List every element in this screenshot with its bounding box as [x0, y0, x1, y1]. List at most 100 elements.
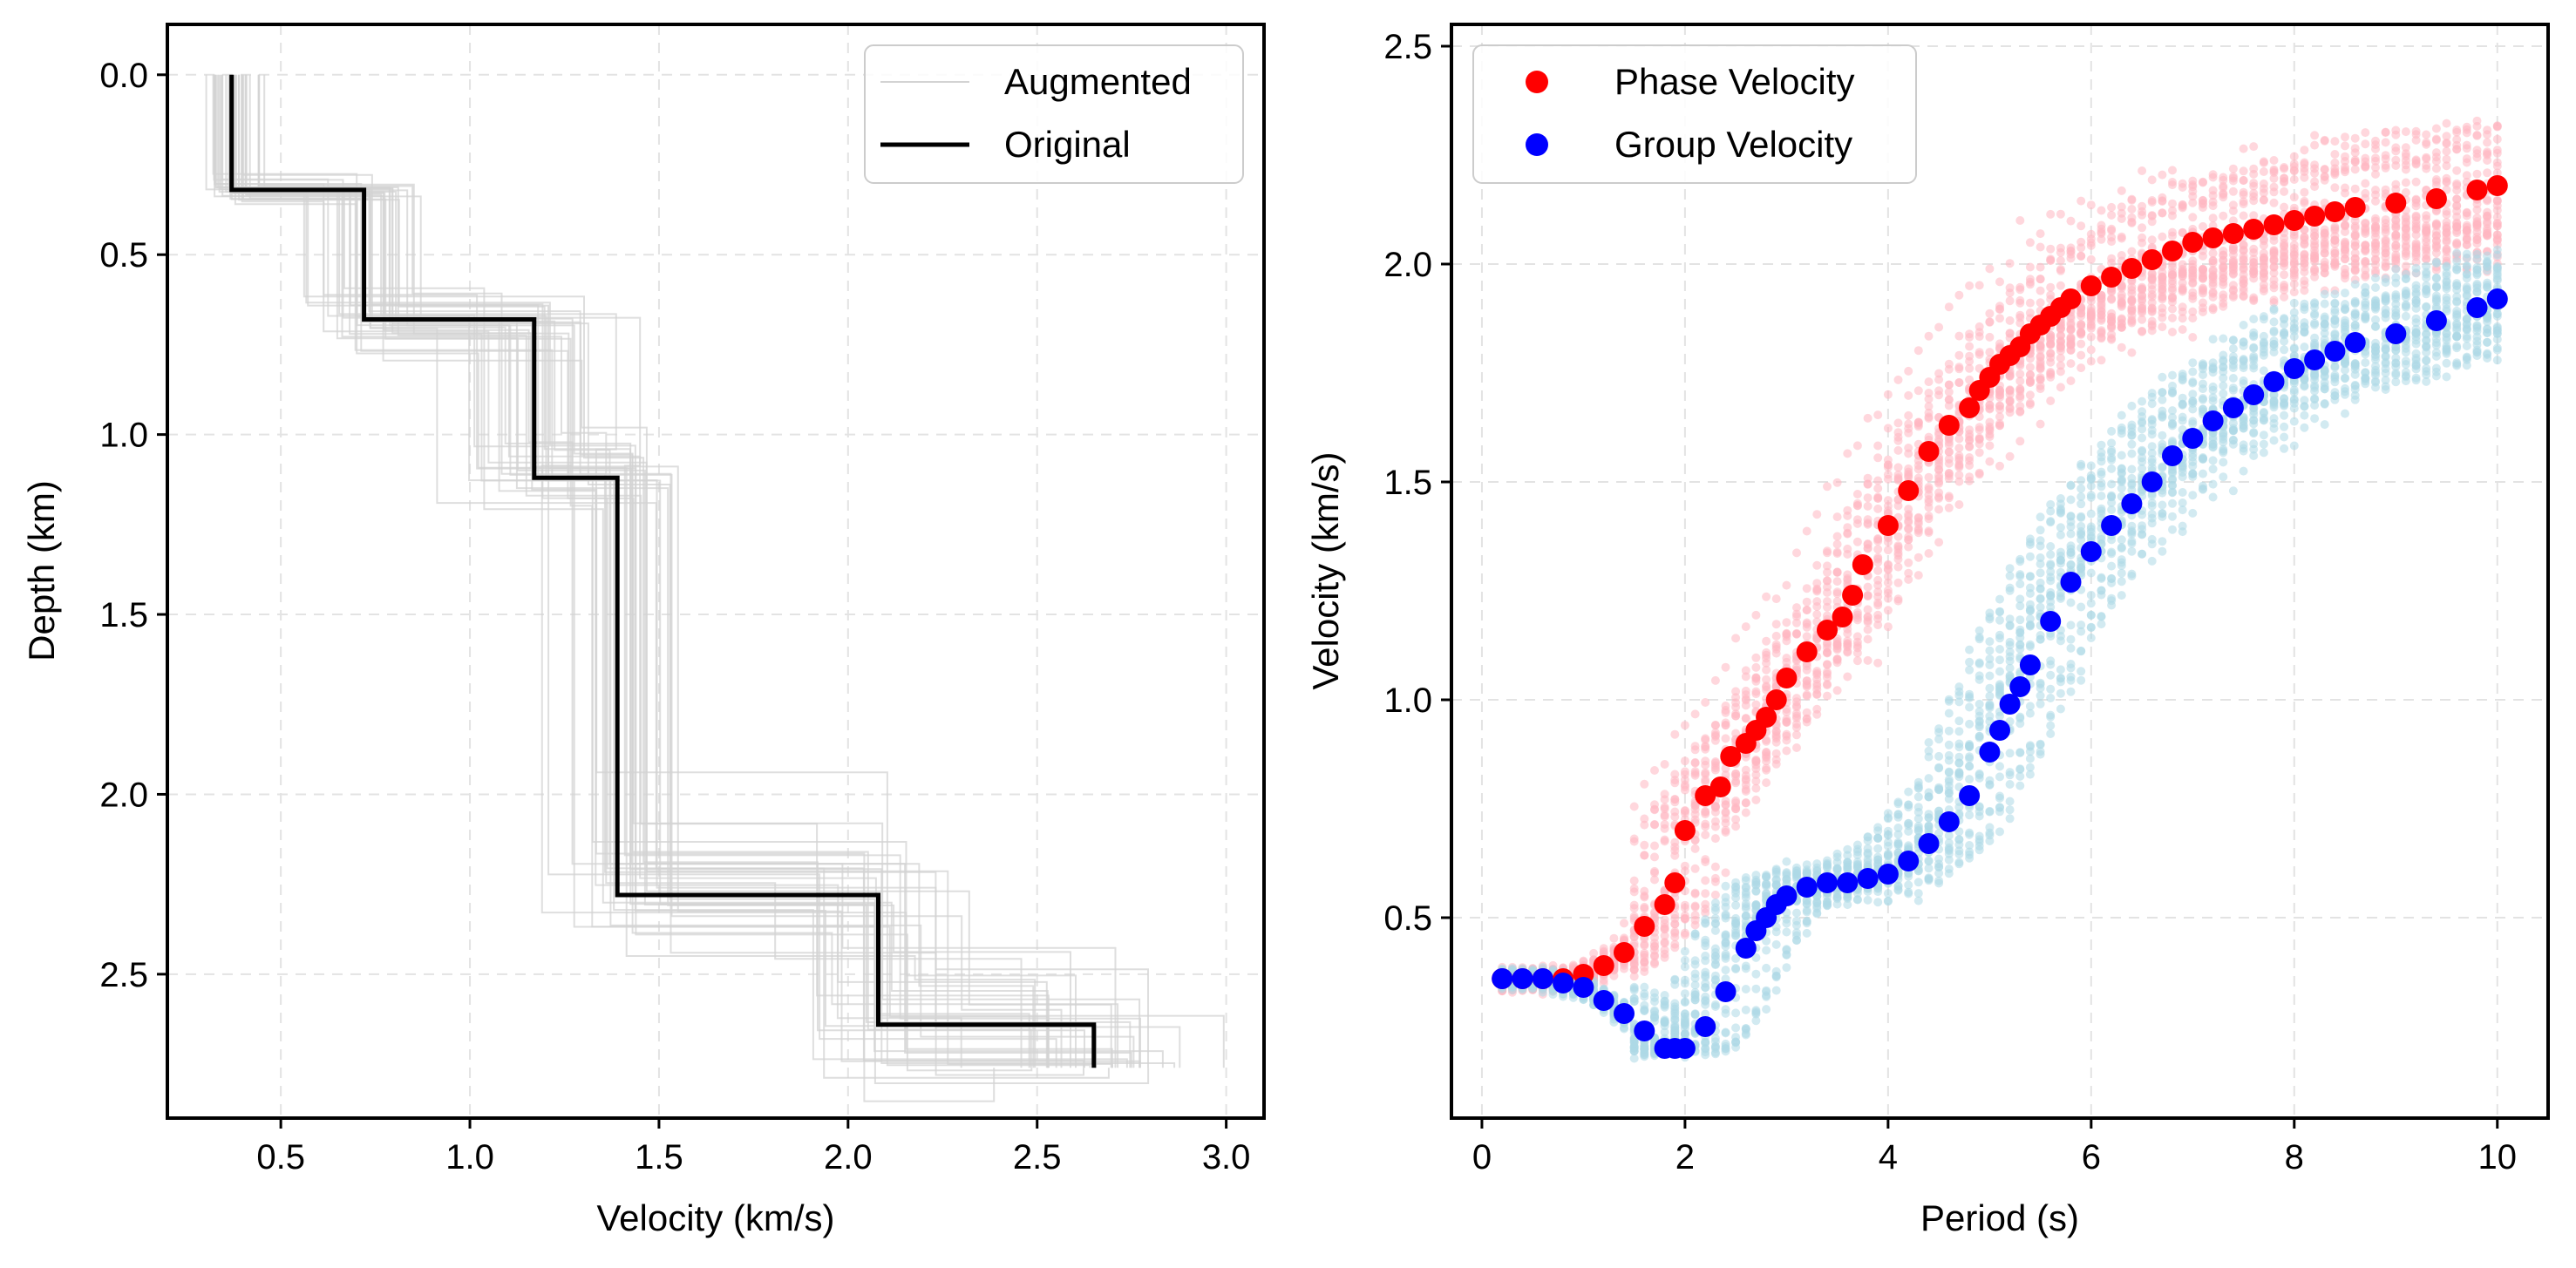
augmented-phase-point [2158, 196, 2167, 206]
augmented-phase-point [1731, 634, 1741, 643]
augmented-phase-point [2036, 342, 2045, 352]
augmented-phase-point [2107, 309, 2117, 318]
augmented-phase-point [1944, 380, 1954, 390]
augmented-phase-point [2158, 322, 2167, 332]
augmented-phase-point [1904, 505, 1913, 514]
augmented-phase-point [1782, 736, 1791, 745]
augmented-phase-point [2269, 165, 2279, 174]
augmented-phase-point [2391, 146, 2401, 156]
augmented-group-point [2492, 309, 2502, 318]
augmented-phase-point [2086, 254, 2096, 264]
augmented-phase-point [1710, 890, 1720, 899]
augmented-phase-point [2127, 348, 2137, 357]
augmented-phase-point [1985, 264, 1995, 274]
augmented-phase-point [1904, 568, 1913, 578]
augmented-phase-point [1823, 561, 1832, 571]
augmented-group-point [2269, 340, 2279, 349]
augmented-phase-point [2005, 315, 2015, 325]
augmented-group-point [2289, 343, 2299, 353]
augmented-phase-point [1974, 448, 1984, 458]
augmented-phase-point [1680, 900, 1689, 910]
augmented-phase-point [1812, 584, 1822, 593]
augmented-group-point [2361, 310, 2370, 320]
left-x-tick-label: 2.5 [1013, 1138, 1062, 1176]
augmented-phase-point [2289, 203, 2299, 213]
augmented-phase-point [1883, 455, 1893, 464]
augmented-phase-point [2401, 143, 2410, 153]
augmented-phase-point [2147, 285, 2157, 295]
augmented-group-point [2320, 420, 2329, 430]
augmented-phase-point [1629, 932, 1639, 942]
augmented-phase-point [1893, 541, 1903, 551]
augmented-phase-point [2310, 168, 2320, 178]
augmented-phase-point [1701, 831, 1710, 839]
augmented-phase-point [2350, 231, 2360, 241]
augmented-phase-point [2219, 183, 2228, 193]
left-plot-area [205, 74, 1225, 1102]
augmented-group-point [2076, 492, 2086, 501]
augmented-phase-point [1599, 944, 1608, 953]
augmented-phase-point [1863, 634, 1873, 644]
augmented-phase-point [1660, 915, 1669, 925]
augmented-phase-point [2056, 247, 2065, 257]
augmented-group-point [1985, 806, 1995, 816]
augmented-phase-point [2442, 139, 2451, 148]
augmented-phase-point [1832, 589, 1842, 599]
augmented-phase-point [2228, 255, 2238, 265]
augmented-group-point [1710, 926, 1720, 935]
augmented-phase-point [2188, 307, 2198, 316]
augmented-phase-point [1873, 453, 1883, 463]
augmented-phase-point [1660, 803, 1669, 812]
augmented-phase-point [2280, 186, 2289, 196]
augmented-phase-point [1913, 519, 1923, 529]
augmented-phase-point [1660, 923, 1669, 932]
augmented-phase-point [1812, 690, 1822, 700]
augmented-phase-point [1782, 715, 1791, 724]
augmented-phase-point [1832, 654, 1842, 664]
augmented-phase-point [1904, 410, 1913, 420]
augmented-group-point [2208, 439, 2218, 449]
augmented-profile-line [258, 74, 1113, 1068]
augmented-phase-point [1762, 765, 1771, 775]
augmented-phase-point [2371, 232, 2380, 241]
augmented-phase-point [1650, 866, 1659, 876]
augmented-phase-point [1965, 461, 1974, 470]
augmented-phase-point [1823, 660, 1832, 669]
augmented-phase-point [2492, 213, 2502, 222]
augmented-phase-point [2350, 157, 2360, 166]
augmented-phase-point [1893, 594, 1903, 604]
augmented-phase-point [2005, 288, 2015, 298]
augmented-phase-point [2249, 196, 2259, 206]
augmented-phase-point [1913, 386, 1923, 396]
augmented-group-point [2086, 491, 2096, 500]
augmented-phase-point [1721, 734, 1730, 743]
augmented-phase-point [2280, 251, 2289, 261]
augmented-phase-point [2046, 397, 2056, 405]
augmented-phase-point [2228, 269, 2238, 279]
augmented-phase-point [2219, 302, 2228, 311]
augmented-phase-point [1954, 500, 1964, 509]
augmented-phase-point [1852, 441, 1862, 451]
augmented-phase-point [1985, 348, 1995, 357]
augmented-group-point [1913, 878, 1923, 887]
augmented-phase-point [2381, 227, 2390, 237]
augmented-group-point [1995, 762, 2004, 771]
augmented-group-point [1913, 803, 1923, 812]
augmented-phase-point [2168, 304, 2177, 314]
augmented-phase-point [1741, 780, 1750, 790]
augmented-phase-point [1944, 447, 1954, 457]
augmented-phase-point [1751, 756, 1761, 764]
augmented-phase-point [1650, 804, 1659, 814]
augmented-phase-point [1944, 401, 1954, 410]
augmented-phase-point [2249, 248, 2259, 257]
augmented-phase-point [2239, 187, 2248, 197]
augmented-phase-point [2036, 242, 2045, 252]
augmented-group-point [2199, 384, 2207, 394]
augmented-phase-point [2239, 279, 2248, 288]
augmented-phase-point [1873, 575, 1883, 585]
augmented-phase-point [1934, 505, 1944, 514]
augmented-phase-point [2289, 257, 2299, 267]
augmented-phase-point [1904, 428, 1913, 437]
augmented-phase-point [2025, 298, 2035, 308]
augmented-phase-point [2239, 176, 2248, 185]
